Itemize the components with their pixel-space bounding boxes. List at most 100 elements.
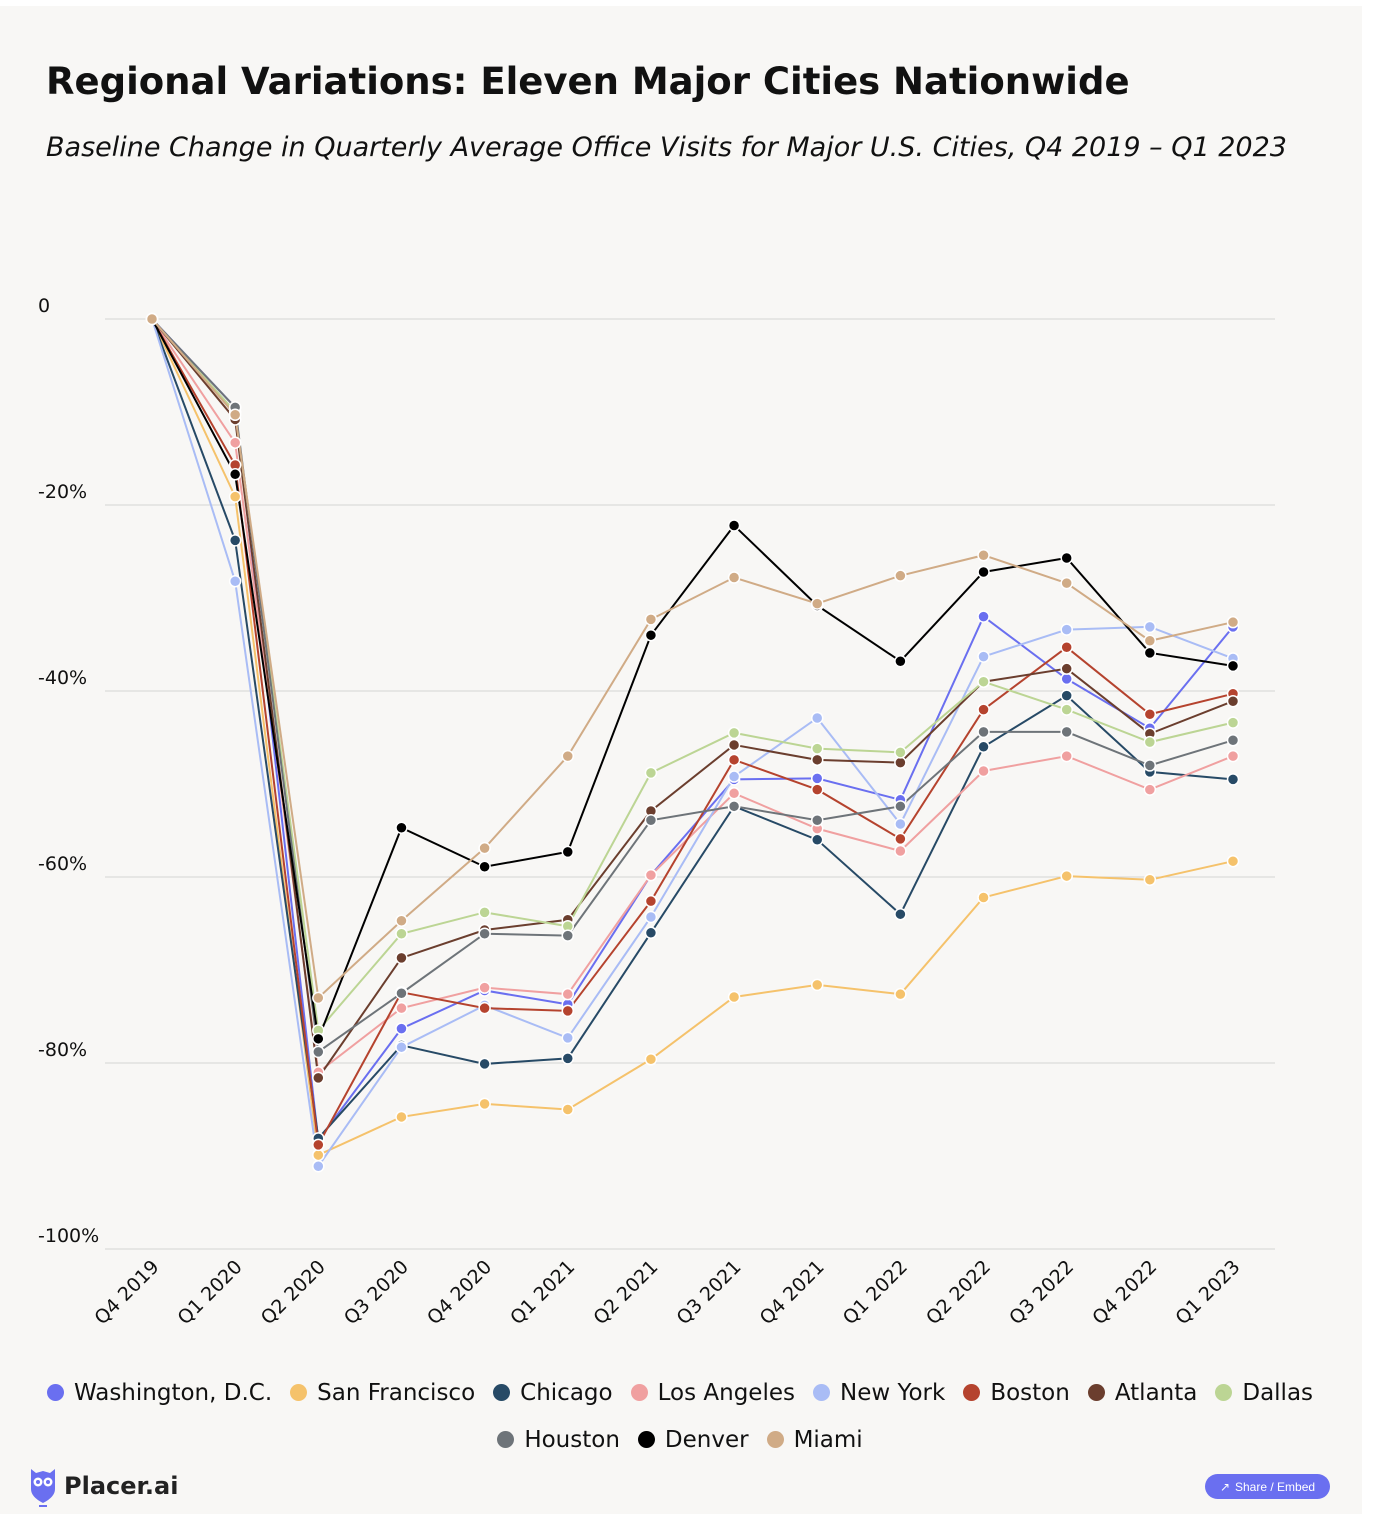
data-point	[644, 814, 658, 827]
x-tick-label: Q4 2021	[756, 1256, 829, 1329]
x-tick-label: Q3 2022	[1005, 1256, 1078, 1329]
data-point	[727, 800, 741, 813]
legend-item[interactable]: New York	[812, 1370, 945, 1417]
data-point	[1060, 689, 1073, 702]
y-tick-label: -20%	[38, 481, 87, 503]
data-point	[228, 490, 242, 503]
data-point	[977, 675, 990, 688]
legend-label: Atlanta	[1114, 1380, 1198, 1406]
legend-item[interactable]: Washington, D.C.	[46, 1370, 272, 1417]
data-point	[312, 1071, 325, 1085]
data-point	[1060, 641, 1073, 654]
data-point	[894, 756, 907, 769]
data-point	[894, 817, 907, 831]
x-tick-label: Q1 2021	[506, 1256, 579, 1329]
data-point	[894, 569, 907, 582]
data-point	[1060, 623, 1073, 636]
data-point	[727, 990, 741, 1004]
data-point	[395, 987, 408, 1000]
data-point	[312, 1138, 325, 1152]
legend-label: Miami	[793, 1427, 863, 1453]
data-point	[810, 753, 824, 767]
legend-marker	[637, 1431, 655, 1448]
data-point	[810, 742, 824, 755]
data-point	[395, 927, 408, 940]
data-point	[644, 766, 658, 780]
share-icon: ↗	[1219, 1479, 1230, 1494]
legend-item[interactable]: Los Angeles	[630, 1370, 795, 1417]
x-tick-label: Q4 2020	[423, 1256, 496, 1329]
legend-marker	[812, 1384, 830, 1401]
data-point	[1143, 634, 1157, 648]
data-point	[228, 436, 242, 449]
data-point	[644, 1053, 658, 1066]
data-point	[1060, 725, 1073, 739]
legend-label: San Francisco	[317, 1380, 476, 1406]
legend-marker	[766, 1431, 784, 1448]
x-tick-label: Q2 2021	[589, 1256, 662, 1329]
x-tick-label: Q3 2020	[340, 1256, 413, 1329]
data-point	[977, 565, 990, 579]
data-point	[145, 312, 159, 326]
data-point	[977, 891, 990, 904]
data-point	[395, 914, 408, 927]
share-embed-button[interactable]: ↗ Share / Embed	[1205, 1474, 1330, 1499]
data-point	[1226, 854, 1240, 868]
data-point	[478, 860, 491, 874]
data-point	[1226, 694, 1240, 708]
legend-label: Dallas	[1242, 1380, 1314, 1406]
data-point	[1143, 620, 1157, 634]
data-point	[810, 978, 824, 992]
legend-item[interactable]: Chicago	[493, 1370, 613, 1417]
legend-label: Los Angeles	[657, 1380, 795, 1406]
series-line	[151, 318, 1234, 1075]
data-point	[478, 981, 491, 994]
y-tick-label: -60%	[38, 853, 87, 875]
x-tick-label: Q1 2020	[174, 1256, 247, 1329]
data-point	[1226, 749, 1240, 763]
placer-logo[interactable]: Placer.ai	[28, 1465, 178, 1507]
data-point	[312, 1032, 325, 1046]
data-point	[312, 1159, 325, 1173]
data-point	[644, 868, 658, 882]
legend-item[interactable]: Denver	[637, 1417, 749, 1464]
legend: Washington, D.C. San Francisco Chicago Los …	[0, 1370, 1340, 1464]
series-line	[151, 318, 1234, 1169]
data-point	[561, 749, 575, 763]
data-point	[561, 1031, 575, 1045]
data-point	[810, 833, 824, 847]
legend-item[interactable]: Houston	[497, 1417, 620, 1464]
series-line	[151, 318, 1234, 1157]
series-line	[151, 318, 1234, 1054]
data-point	[894, 832, 907, 846]
owl-logo-icon	[31, 1469, 55, 1507]
data-point	[561, 1103, 575, 1116]
data-point	[478, 841, 491, 855]
data-point	[977, 764, 990, 778]
data-point	[894, 800, 907, 813]
data-point	[644, 926, 658, 940]
line-chart: 0-20%-40%-60%-80%-100%Q4 2019 Q1 2020 Q2 2…	[38, 295, 1275, 1329]
legend-item[interactable]: Boston	[963, 1370, 1070, 1417]
legend-item[interactable]: San Francisco	[290, 1370, 475, 1417]
legend-item[interactable]: Dallas	[1215, 1370, 1313, 1417]
y-tick-label: 0	[38, 295, 50, 317]
data-point	[810, 772, 824, 785]
data-point	[894, 844, 907, 858]
x-tick-label: Q4 2019	[90, 1256, 163, 1329]
legend-item[interactable]: Atlanta	[1087, 1370, 1198, 1417]
data-point	[228, 534, 242, 547]
data-point	[478, 1097, 491, 1111]
series-line	[151, 318, 1234, 1043]
data-point	[977, 703, 990, 716]
chart-title: Regional Variations: Eleven Major Cities…	[46, 60, 1130, 103]
data-point	[810, 783, 824, 796]
x-tick-label: Q3 2021	[672, 1256, 745, 1329]
legend-marker	[1215, 1384, 1233, 1401]
data-point	[977, 650, 990, 663]
chart-subtitle: Baseline Change in Quarterly Average Off…	[46, 132, 1287, 163]
y-tick-label: -100%	[38, 1225, 99, 1247]
data-point	[894, 654, 907, 668]
data-point	[977, 548, 990, 562]
legend-item[interactable]: Miami	[766, 1417, 863, 1464]
